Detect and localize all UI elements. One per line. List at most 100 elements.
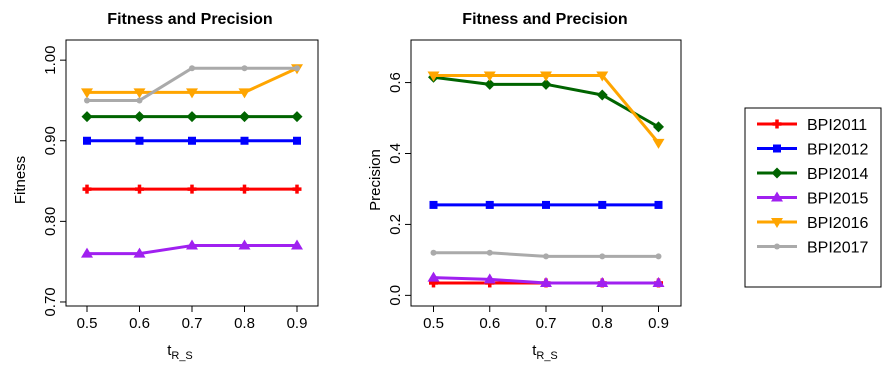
- data-point-bpi2015: [427, 271, 440, 282]
- legend-label: BPI2016: [807, 215, 868, 232]
- x-axis-label: tR_S: [167, 342, 193, 362]
- data-point-bpi2011: [82, 184, 92, 194]
- data-point-bpi2012: [188, 136, 196, 145]
- data-point-bpi2012: [429, 200, 438, 209]
- y-tick-label: 1.00: [42, 46, 59, 75]
- fitness-chart: Fitness and Precision Fitness tR_S 0.5 0.…: [12, 11, 319, 362]
- x-tick-label: 0.9: [287, 315, 308, 332]
- data-point-bpi2016: [596, 71, 609, 82]
- data-point-bpi2012: [485, 200, 494, 209]
- legend-swatch-marker: [773, 144, 781, 153]
- x-tick-label: 0.6: [479, 315, 500, 332]
- data-point-bpi2017: [294, 65, 300, 72]
- y-tick-label: 0.80: [42, 207, 59, 236]
- data-point-bpi2017: [241, 65, 248, 72]
- legend-entry-bpi2012: BPI2012: [757, 142, 868, 159]
- legend-entry-bpi2016: BPI2016: [757, 215, 868, 232]
- series-group: [427, 71, 665, 288]
- data-point-bpi2017: [599, 253, 606, 260]
- y-axis: 0.0 0.2 0.4 0.6: [387, 72, 411, 306]
- precision-chart: Fitness and Precision Precision tR_S 0.5…: [367, 11, 682, 362]
- data-point-bpi2014: [239, 111, 250, 123]
- y-tick-label: 0.70: [42, 287, 59, 316]
- legend-entry-bpi2011: BPI2011: [757, 117, 867, 134]
- data-point-bpi2017: [84, 97, 90, 104]
- y-tick-label: 0.90: [42, 126, 59, 155]
- x-tick-label: 0.7: [182, 315, 203, 332]
- legend-entry-bpi2014: BPI2014: [757, 166, 868, 183]
- legend-label: BPI2011: [807, 117, 867, 134]
- data-point-bpi2012: [240, 136, 249, 145]
- data-point-bpi2012: [654, 200, 663, 209]
- data-point-bpi2014: [596, 89, 608, 101]
- data-point-bpi2014: [540, 78, 552, 90]
- data-point-bpi2016: [186, 88, 198, 99]
- data-point-bpi2014: [134, 111, 145, 123]
- legend-entry-bpi2017: BPI2017: [757, 240, 868, 257]
- y-tick-label: 0.6: [387, 72, 404, 93]
- x-axis-label-main: t: [167, 342, 172, 359]
- data-point-bpi2017: [655, 253, 662, 260]
- x-axis: 0.5 0.6 0.7 0.8 0.9: [423, 306, 669, 332]
- legend-swatch-marker: [774, 243, 780, 250]
- legend: BPI2011 BPI2012 BPI2014 BPI2015 BPI2016 BPI20…: [744, 107, 882, 288]
- data-point-bpi2011: [240, 184, 249, 194]
- legend-entry-bpi2015: BPI2015: [757, 191, 868, 208]
- data-point-bpi2012: [542, 200, 550, 209]
- data-point-bpi2015: [133, 247, 146, 258]
- y-axis-label: Fitness: [12, 156, 29, 204]
- legend-swatch-marker: [772, 119, 782, 129]
- chart-title: Fitness and Precision: [462, 11, 627, 28]
- data-point-bpi2011: [292, 184, 302, 194]
- data-point-bpi2014: [81, 111, 93, 123]
- y-tick-label: 0.2: [387, 214, 404, 235]
- data-point-bpi2011: [135, 184, 144, 194]
- data-point-bpi2014: [291, 111, 303, 123]
- x-tick-label: 0.8: [592, 315, 613, 332]
- legend-label: BPI2015: [807, 191, 868, 208]
- data-point-bpi2015: [81, 247, 93, 258]
- data-point-bpi2016: [81, 88, 93, 99]
- series-group: [81, 64, 303, 258]
- legend-swatch-marker: [771, 191, 783, 202]
- legend-label: BPI2012: [807, 142, 868, 159]
- data-point-bpi2012: [135, 136, 144, 145]
- data-point-bpi2015: [596, 276, 609, 287]
- data-point-bpi2016: [133, 88, 146, 99]
- chart-title: Fitness and Precision: [107, 11, 272, 28]
- legend-swatch-marker: [771, 218, 783, 228]
- x-tick-label: 0.9: [648, 315, 669, 332]
- x-axis: 0.5 0.6 0.7 0.8 0.9: [77, 306, 308, 332]
- data-point-bpi2017: [486, 249, 493, 256]
- legend-label: BPI2014: [807, 166, 868, 183]
- data-point-bpi2011: [187, 184, 197, 194]
- data-point-bpi2014: [484, 78, 496, 90]
- x-tick-label: 0.5: [423, 315, 444, 332]
- data-point-bpi2015: [238, 239, 251, 250]
- data-point-bpi2017: [189, 65, 195, 72]
- data-point-bpi2016: [427, 71, 440, 82]
- x-axis-label-main: t: [532, 342, 537, 359]
- legend-label: BPI2017: [807, 240, 868, 257]
- data-point-bpi2014: [186, 111, 198, 123]
- data-point-bpi2015: [291, 239, 303, 250]
- y-axis-label: Precision: [367, 149, 384, 211]
- y-axis: 0.70 0.80 0.90 1.00: [42, 46, 66, 317]
- x-axis-label-subscript: R_S: [536, 350, 557, 362]
- data-point-bpi2015: [483, 273, 496, 284]
- x-tick-label: 0.8: [234, 315, 255, 332]
- plot-frame: [65, 39, 319, 307]
- data-point-bpi2015: [540, 276, 552, 287]
- data-point-bpi2012: [293, 136, 301, 145]
- data-point-bpi2017: [543, 253, 549, 260]
- x-axis-label-subscript: R_S: [171, 350, 192, 362]
- data-point-bpi2014: [653, 121, 664, 133]
- data-point-bpi2012: [83, 136, 91, 145]
- data-point-bpi2012: [598, 200, 607, 209]
- data-point-bpi2017: [136, 97, 143, 104]
- data-point-bpi2016: [652, 138, 665, 149]
- x-tick-label: 0.7: [536, 315, 557, 332]
- data-point-bpi2016: [483, 71, 496, 82]
- legend-swatch-marker: [771, 167, 783, 179]
